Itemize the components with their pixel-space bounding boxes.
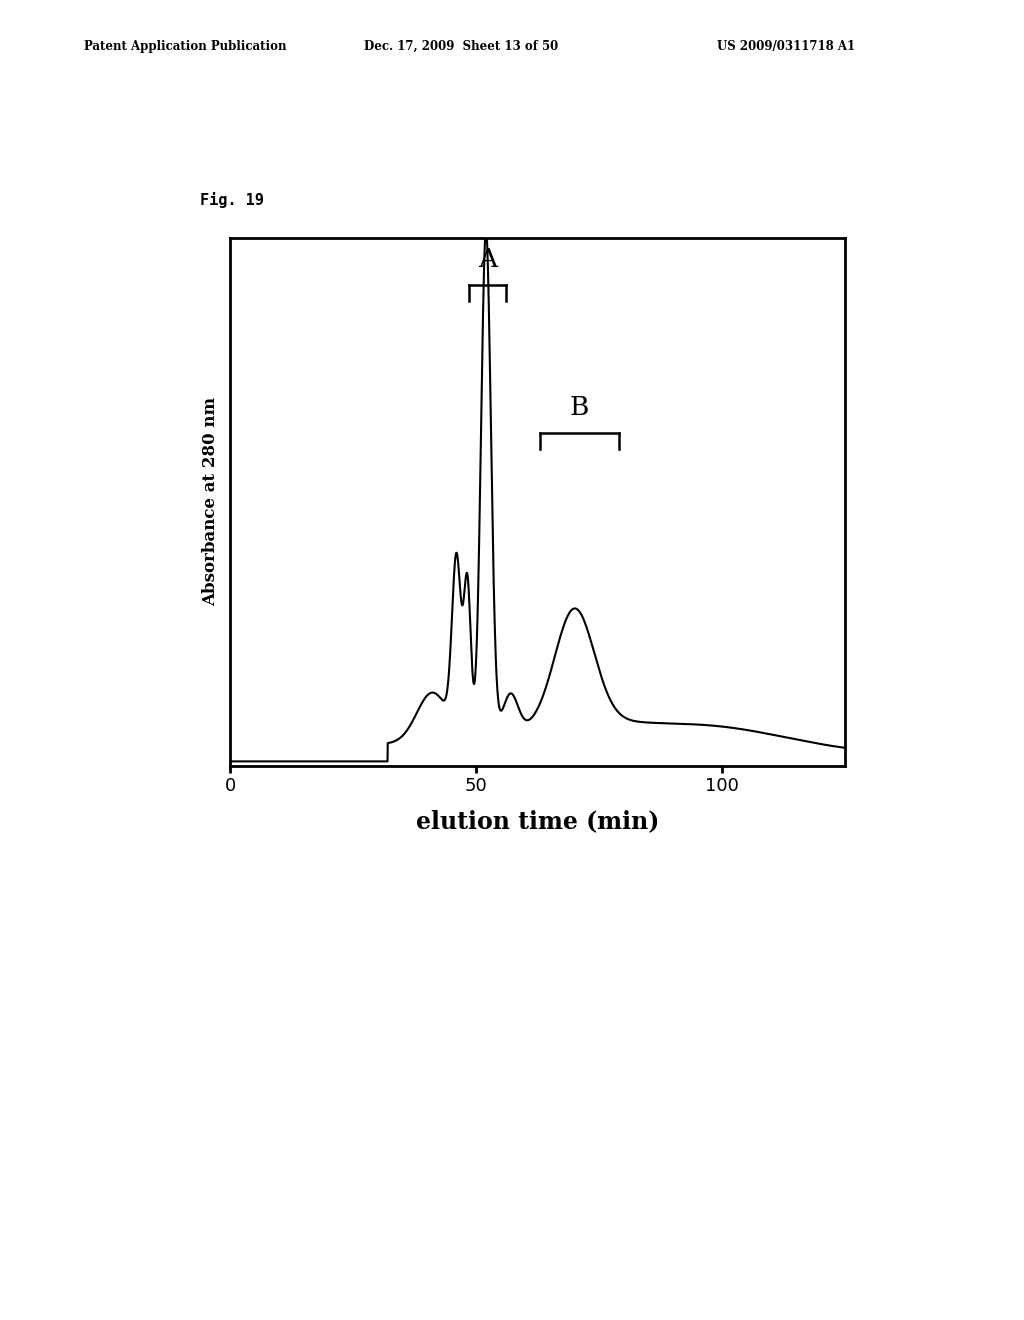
Text: US 2009/0311718 A1: US 2009/0311718 A1 bbox=[717, 40, 855, 53]
Text: Dec. 17, 2009  Sheet 13 of 50: Dec. 17, 2009 Sheet 13 of 50 bbox=[364, 40, 558, 53]
Text: B: B bbox=[569, 395, 589, 420]
Text: A: A bbox=[477, 247, 497, 272]
Text: Patent Application Publication: Patent Application Publication bbox=[84, 40, 287, 53]
Y-axis label: Absorbance at 280 nm: Absorbance at 280 nm bbox=[203, 397, 219, 606]
Text: Fig. 19: Fig. 19 bbox=[200, 191, 263, 207]
X-axis label: elution time (min): elution time (min) bbox=[416, 809, 659, 833]
